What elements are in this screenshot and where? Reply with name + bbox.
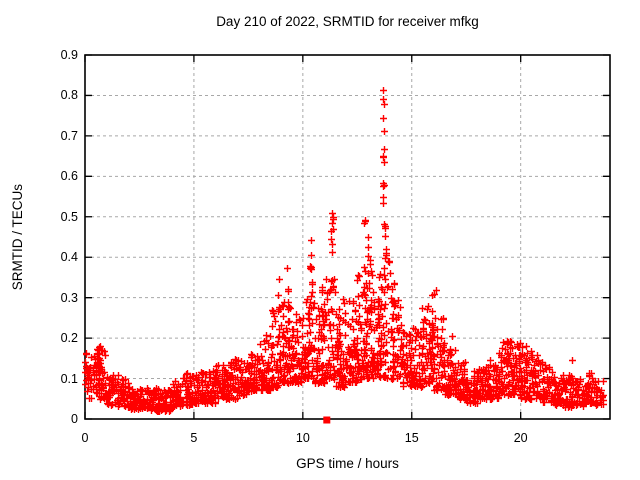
- y-tick-label: 0: [71, 411, 78, 426]
- x-tick-label: 10: [295, 431, 310, 445]
- y-tick-label: 0.5: [60, 209, 78, 224]
- y-tick-label: 0.6: [60, 169, 78, 184]
- x-tick-label: 5: [190, 431, 198, 445]
- y-tick-label: 0.4: [60, 249, 78, 264]
- x-axis-label: GPS time / hours: [296, 456, 399, 471]
- plot-border: [84, 54, 611, 420]
- x-tick-label: 20: [513, 431, 528, 445]
- y-tick-label: 0.2: [60, 330, 78, 345]
- y-tick-label: 0.9: [60, 47, 78, 62]
- y-tick-label: 0.7: [60, 128, 78, 143]
- x-tick-label: 15: [404, 431, 419, 445]
- zero-flag-marker: [323, 416, 331, 424]
- y-tick-label: 0.8: [60, 88, 78, 103]
- chart-title: Day 210 of 2022, SRMTID for receiver mfk…: [216, 14, 479, 29]
- grid-lines: [85, 55, 610, 419]
- x-tick-label: 0: [81, 431, 89, 445]
- y-axis-label-wrap: SRMTID / TECUs: [6, 55, 28, 419]
- y-axis-label: SRMTID / TECUs: [9, 183, 25, 291]
- scatter-points: [82, 87, 607, 415]
- y-tick-label: 0.1: [60, 371, 78, 386]
- y-tick-label: 0.3: [60, 290, 78, 305]
